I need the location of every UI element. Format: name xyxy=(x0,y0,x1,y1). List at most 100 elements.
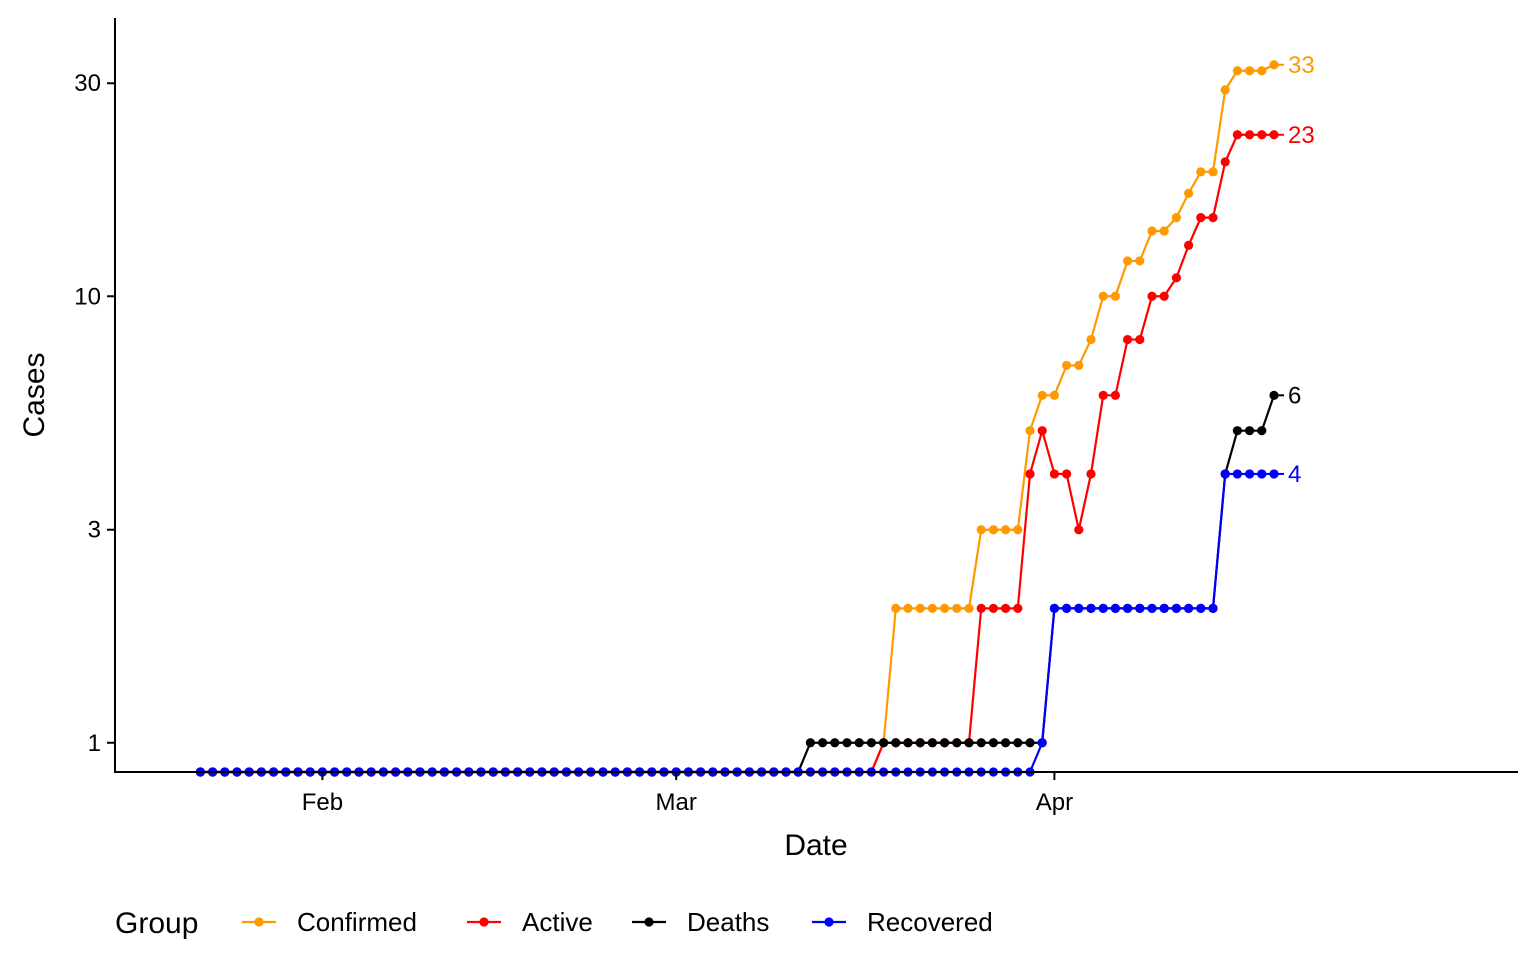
data-point-recovered xyxy=(1074,603,1084,613)
series-line-active xyxy=(200,133,1274,774)
data-point-recovered xyxy=(1110,603,1120,613)
data-point-confirmed xyxy=(964,603,974,613)
data-point-active xyxy=(1037,426,1047,436)
data-point-deaths xyxy=(976,738,986,748)
data-point-confirmed xyxy=(1135,256,1145,266)
data-point-recovered xyxy=(1257,469,1267,479)
data-point-active xyxy=(1257,130,1267,140)
data-point-confirmed xyxy=(1123,256,1133,266)
data-point-confirmed xyxy=(988,525,999,535)
data-point-confirmed xyxy=(927,603,938,613)
data-point-recovered xyxy=(1049,603,1059,613)
data-point-deaths xyxy=(879,738,889,748)
data-point-confirmed xyxy=(1098,291,1108,301)
y-tick-label: 10 xyxy=(74,283,101,310)
data-point-active xyxy=(1208,213,1218,223)
series-layer xyxy=(195,60,1279,777)
data-point-confirmed xyxy=(1025,426,1035,436)
data-point-active xyxy=(1135,334,1145,345)
data-point-confirmed xyxy=(1196,167,1206,177)
data-point-deaths xyxy=(1013,738,1023,748)
legend-label: Deaths xyxy=(687,907,769,937)
legend-key-deaths xyxy=(632,917,666,927)
data-point-confirmed xyxy=(1086,334,1096,345)
data-point-deaths xyxy=(964,738,974,748)
end-labels-layer: 33 23 6 4 xyxy=(1274,52,1315,488)
data-point-deaths xyxy=(830,738,840,748)
data-point-deaths xyxy=(915,738,925,748)
x-tick-label: Feb xyxy=(302,789,343,816)
data-point-deaths xyxy=(988,738,999,748)
data-point-recovered xyxy=(1220,469,1230,479)
data-point-deaths xyxy=(1245,426,1255,436)
data-point-confirmed xyxy=(1049,390,1059,400)
end-label-deaths: 6 xyxy=(1288,382,1301,409)
data-point-active xyxy=(1110,390,1120,400)
series-line-deaths xyxy=(200,394,1276,774)
data-point-deaths xyxy=(1257,426,1267,436)
data-point-confirmed xyxy=(1257,66,1267,76)
y-tick-label: 3 xyxy=(88,517,101,544)
data-point-confirmed xyxy=(1147,226,1157,236)
data-point-deaths xyxy=(903,738,913,748)
series-active xyxy=(195,130,1279,777)
data-point-active xyxy=(976,603,986,613)
data-point-active xyxy=(1245,130,1255,140)
legend: Group Confirmed Active Deaths Recovered xyxy=(115,907,993,940)
data-point-deaths xyxy=(805,738,816,748)
data-point-confirmed xyxy=(1171,213,1181,223)
x-tick-label: Apr xyxy=(1036,789,1073,816)
y-tick-label: 1 xyxy=(88,730,101,757)
data-point-confirmed xyxy=(915,603,925,613)
data-point-confirmed xyxy=(952,603,962,613)
data-point-deaths xyxy=(818,738,828,748)
series-line-confirmed xyxy=(200,63,1275,774)
series-deaths xyxy=(195,390,1279,777)
data-point-deaths xyxy=(1001,738,1011,748)
axes-layer: 1 3 10 30 Feb Mar Apr xyxy=(74,18,1518,816)
legend-key-active xyxy=(467,917,501,927)
data-point-recovered xyxy=(1184,603,1194,613)
data-point-recovered xyxy=(1147,603,1157,613)
data-point-recovered xyxy=(1171,603,1181,613)
legend-label: Confirmed xyxy=(297,907,417,937)
data-point-recovered xyxy=(1208,603,1218,613)
data-point-confirmed xyxy=(1001,525,1011,535)
data-point-active xyxy=(1074,525,1084,535)
data-point-recovered xyxy=(1135,603,1145,613)
data-point-confirmed xyxy=(1013,525,1023,535)
data-point-confirmed xyxy=(1074,360,1084,371)
data-point-active xyxy=(1062,469,1072,479)
data-point-active xyxy=(1159,291,1169,301)
series-recovered xyxy=(195,469,1279,777)
data-point-recovered xyxy=(1123,603,1133,613)
data-point-active xyxy=(1013,603,1023,613)
data-point-confirmed xyxy=(940,603,950,613)
data-point-recovered xyxy=(1159,603,1169,613)
data-point-deaths xyxy=(842,738,852,748)
legend-label: Active xyxy=(522,907,593,937)
x-axis-title: Date xyxy=(784,829,847,862)
data-point-recovered xyxy=(1037,738,1047,748)
data-point-recovered xyxy=(1196,603,1206,613)
data-point-confirmed xyxy=(1037,390,1047,400)
data-point-active xyxy=(1171,273,1181,283)
series-line-recovered xyxy=(200,472,1274,774)
data-point-active xyxy=(1184,240,1194,250)
data-point-confirmed xyxy=(1220,85,1230,95)
data-point-deaths xyxy=(952,738,962,748)
end-label-active: 23 xyxy=(1288,122,1315,149)
y-tick-label: 30 xyxy=(74,70,101,97)
data-point-active xyxy=(1220,157,1230,167)
data-point-confirmed xyxy=(1232,66,1242,76)
data-point-recovered xyxy=(1232,469,1242,479)
data-point-confirmed xyxy=(1062,360,1072,371)
data-point-deaths xyxy=(854,738,864,748)
data-point-active xyxy=(1025,469,1035,479)
data-point-deaths xyxy=(891,738,901,748)
data-point-deaths xyxy=(1025,738,1035,748)
data-point-active xyxy=(1123,334,1133,345)
data-point-recovered xyxy=(1086,603,1096,613)
